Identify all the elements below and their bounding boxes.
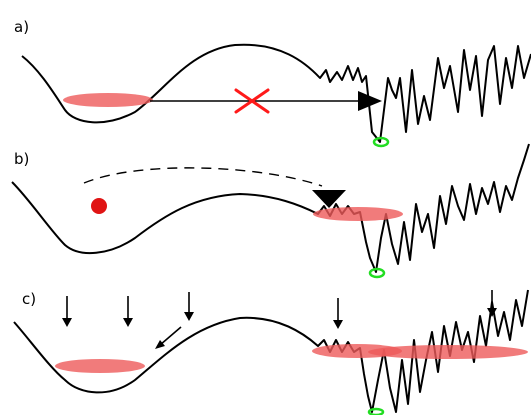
panel-b-global-minimum-marker — [368, 267, 386, 279]
panel-a-global-minimum-marker — [372, 136, 390, 148]
panel-c-global-minimum-marker — [367, 407, 385, 415]
panel-c-perturbation-arrows — [62, 290, 497, 349]
blocked-x-icon — [234, 88, 270, 114]
panel-a-starting-basin-highlight — [63, 93, 153, 107]
panel-b-energy-curve — [11, 143, 530, 273]
down-arrow-icon — [62, 296, 72, 327]
down-arrow-icon — [184, 292, 194, 321]
panel-b-hop-trajectory — [83, 167, 323, 187]
panel-a-energy-curve — [21, 43, 531, 143]
down-arrow-icon — [487, 290, 497, 317]
panel-c-starting-basin-highlight — [55, 359, 145, 373]
down-arrow-icon — [333, 298, 343, 329]
panel-b-local-basin-highlight — [313, 207, 403, 221]
panel-b-particle — [91, 198, 107, 214]
panel-c-wide-basin-highlight — [368, 345, 528, 359]
panel-a: a) — [14, 18, 531, 148]
panel-a-label: a) — [14, 18, 29, 36]
panel-b-hop-arrow-head — [312, 190, 346, 208]
down-arrow-icon — [123, 296, 133, 327]
panel-c-energy-curve — [13, 289, 529, 413]
panel-c: c) — [13, 289, 529, 415]
panel-c-label: c) — [22, 290, 36, 308]
diagonal-arrow-icon — [155, 326, 182, 349]
panel-a-arrow-head — [358, 91, 382, 111]
panel-b: b) — [11, 143, 530, 279]
panel-b-label: b) — [14, 150, 29, 168]
